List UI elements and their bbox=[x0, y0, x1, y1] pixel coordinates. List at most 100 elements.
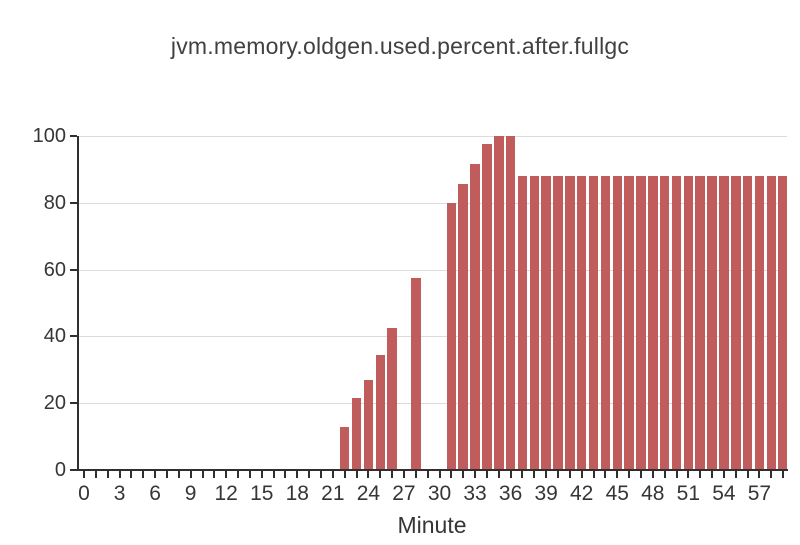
x-tick-35 bbox=[497, 471, 500, 478]
x-tick-21 bbox=[331, 471, 334, 478]
x-tick-16 bbox=[272, 471, 275, 478]
x-tick-39 bbox=[545, 471, 548, 478]
x-tick-label-15: 15 bbox=[250, 482, 274, 505]
x-tick-48 bbox=[651, 471, 654, 478]
bar-minute-55 bbox=[731, 176, 741, 470]
x-tick-42 bbox=[580, 471, 583, 478]
x-tick-9 bbox=[189, 471, 192, 478]
x-tick-49 bbox=[663, 471, 666, 478]
bar-minute-47 bbox=[636, 176, 646, 470]
x-tick-36 bbox=[509, 471, 512, 478]
bar-minute-31 bbox=[446, 202, 457, 470]
x-tick-57 bbox=[758, 471, 761, 478]
bar-minute-22 bbox=[339, 426, 350, 470]
x-tick-27 bbox=[402, 471, 405, 478]
x-tick-label-30: 30 bbox=[427, 482, 452, 505]
x-tick-label-0: 0 bbox=[78, 482, 90, 505]
bar-minute-38 bbox=[529, 176, 540, 470]
x-tick-19 bbox=[308, 471, 311, 478]
x-tick-5 bbox=[142, 471, 145, 478]
x-tick-label-57: 57 bbox=[747, 482, 772, 505]
x-tick-8 bbox=[177, 471, 180, 478]
x-tick-22 bbox=[343, 471, 346, 478]
y-tick-20 bbox=[70, 402, 77, 405]
bar-minute-58 bbox=[766, 176, 777, 470]
x-tick-18 bbox=[296, 471, 299, 478]
bar-minute-41 bbox=[565, 176, 575, 470]
x-tick-29 bbox=[426, 471, 429, 478]
bar-minute-42 bbox=[576, 176, 587, 470]
y-axis-line bbox=[77, 136, 79, 471]
bar-minute-43 bbox=[588, 176, 599, 470]
x-tick-31 bbox=[450, 471, 453, 478]
bar-minute-56 bbox=[742, 176, 753, 470]
y-tick-80 bbox=[70, 201, 77, 204]
gridline-y-40 bbox=[78, 336, 787, 338]
x-tick-24 bbox=[367, 471, 370, 478]
x-tick-10 bbox=[201, 471, 204, 478]
bar-minute-23 bbox=[351, 398, 362, 470]
x-tick-label-27: 27 bbox=[392, 482, 416, 505]
bar-minute-37 bbox=[517, 176, 528, 470]
x-axis-line bbox=[77, 469, 788, 471]
bar-minute-35 bbox=[494, 136, 504, 470]
x-tick-7 bbox=[165, 471, 168, 478]
x-tick-20 bbox=[320, 471, 322, 478]
bar-minute-46 bbox=[624, 176, 634, 470]
bar-minute-40 bbox=[553, 176, 563, 470]
x-tick-label-54: 54 bbox=[712, 482, 736, 505]
x-tick-label-39: 39 bbox=[534, 482, 558, 505]
chart-title: jvm.memory.oldgen.used.percent.after.ful… bbox=[170, 33, 630, 59]
gridlines-layer bbox=[78, 136, 787, 470]
x-tick-13 bbox=[237, 471, 240, 478]
x-tick-47 bbox=[639, 471, 642, 478]
bars-layer bbox=[78, 136, 787, 470]
x-tick-0 bbox=[83, 471, 85, 478]
x-tick-30 bbox=[438, 471, 441, 478]
bar-minute-52 bbox=[695, 176, 705, 470]
x-tick-23 bbox=[355, 471, 358, 478]
x-tick-46 bbox=[628, 471, 631, 478]
bar-minute-36 bbox=[505, 136, 516, 470]
x-tick-51 bbox=[687, 471, 690, 478]
y-tick-label-0: 0 bbox=[54, 459, 66, 481]
y-tick-label-80: 80 bbox=[43, 191, 66, 214]
bar-minute-34 bbox=[482, 144, 492, 470]
x-tick-label-42: 42 bbox=[570, 482, 594, 505]
x-tick-label-12: 12 bbox=[214, 482, 238, 505]
x-tick-label-33: 33 bbox=[463, 482, 487, 505]
gridline-y-100 bbox=[78, 136, 787, 137]
x-tick-33 bbox=[474, 471, 477, 478]
y-tick-label-100: 100 bbox=[32, 125, 66, 147]
bar-minute-57 bbox=[754, 176, 765, 470]
x-tick-55 bbox=[734, 471, 737, 478]
x-tick-44 bbox=[604, 471, 607, 478]
bar-minute-28 bbox=[411, 277, 421, 470]
bar-minute-26 bbox=[387, 328, 397, 470]
x-tick-4 bbox=[130, 471, 133, 478]
x-tick-label-18: 18 bbox=[285, 482, 309, 505]
x-tick-label-48: 48 bbox=[641, 482, 665, 505]
bar-minute-24 bbox=[363, 379, 374, 470]
x-tick-6 bbox=[154, 471, 157, 478]
bar-minute-53 bbox=[707, 176, 717, 470]
bar-minute-59 bbox=[778, 176, 787, 470]
x-tick-14 bbox=[248, 471, 251, 478]
bar-minute-49 bbox=[659, 176, 670, 470]
x-tick-25 bbox=[379, 471, 382, 478]
x-tick-45 bbox=[616, 471, 619, 478]
bar-minute-50 bbox=[671, 176, 682, 470]
x-axis-title: Minute bbox=[397, 512, 467, 538]
x-tick-32 bbox=[462, 471, 465, 478]
x-tick-59 bbox=[782, 471, 785, 478]
x-tick-50 bbox=[675, 471, 678, 478]
gridline-y-60 bbox=[78, 269, 787, 271]
x-tick-11 bbox=[213, 471, 216, 478]
x-tick-26 bbox=[391, 471, 394, 478]
x-tick-label-45: 45 bbox=[605, 482, 629, 505]
x-tick-54 bbox=[722, 471, 725, 478]
x-tick-label-21: 21 bbox=[321, 482, 345, 505]
x-tick-1 bbox=[94, 471, 97, 478]
x-tick-52 bbox=[699, 471, 702, 478]
